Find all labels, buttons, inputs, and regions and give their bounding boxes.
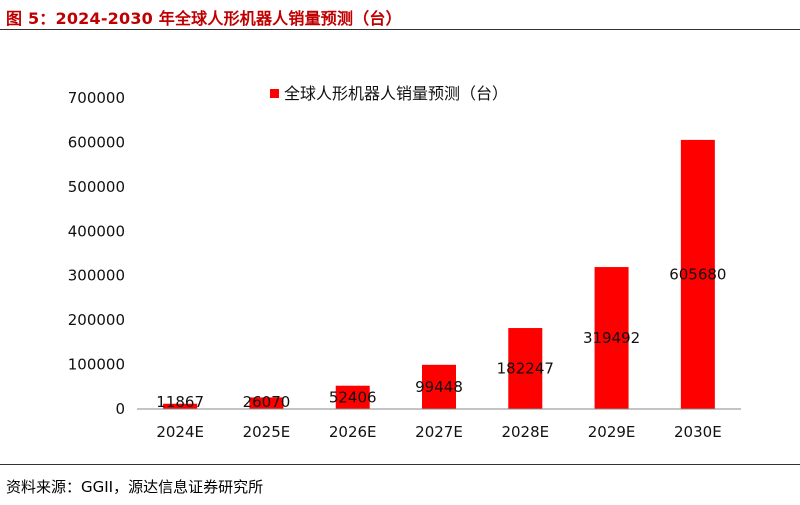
x-tick-label: 2024E (156, 423, 204, 441)
legend: 全球人形机器人销量预测（台） (270, 84, 508, 103)
legend-swatch (270, 89, 279, 98)
bar-2024E (163, 403, 198, 409)
data-label: 319492 (583, 329, 640, 347)
x-tick-label: 2025E (243, 423, 291, 441)
y-tick-label: 700000 (68, 89, 125, 107)
x-tick-label: 2026E (329, 423, 377, 441)
bar-2025E (249, 397, 284, 409)
y-tick-label: 300000 (68, 267, 125, 285)
data-label: 26070 (243, 393, 291, 411)
bars (163, 139, 715, 409)
data-label: 11867 (156, 393, 204, 411)
figure-title: 图 5：2024-2030 年全球人形机器人销量预测（台） (6, 9, 402, 28)
title-divider (0, 29, 800, 30)
bar-2026E (335, 385, 370, 409)
bar-2027E (422, 364, 456, 409)
y-axis-ticks: 0 100000 200000 300000 400000 500000 600000 700… (68, 89, 125, 418)
data-label: 182247 (497, 360, 554, 378)
y-tick-label: 0 (115, 400, 125, 418)
x-tick-label: 2028E (501, 423, 549, 441)
data-labels: 11867 26070 52406 99448 182247 319492 605680 (156, 265, 726, 411)
bar-2029E (594, 267, 629, 409)
x-tick-label: 2030E (674, 423, 722, 441)
y-tick-label: 400000 (68, 222, 125, 240)
data-label: 605680 (669, 265, 726, 283)
x-axis-ticks: 2024E 2025E 2026E 2027E 2028E 2029E 2030E (156, 423, 721, 441)
data-label: 99448 (415, 378, 463, 396)
bar-2028E (508, 328, 543, 409)
x-tick-label: 2027E (415, 423, 463, 441)
y-tick-label: 600000 (68, 133, 125, 151)
legend-label: 全球人形机器人销量预测（台） (284, 84, 508, 103)
y-tick-label: 200000 (68, 311, 125, 329)
bar-chart: 0 100000 200000 300000 400000 500000 600000 700… (68, 84, 741, 441)
y-tick-label: 500000 (68, 178, 125, 196)
source-divider (0, 464, 800, 465)
x-tick-label: 2029E (588, 423, 636, 441)
bar-2030E (680, 139, 715, 409)
y-tick-label: 100000 (68, 356, 125, 374)
source-note: 资料来源：GGII，源达信息证券研究所 (6, 478, 264, 496)
data-label: 52406 (329, 388, 377, 406)
